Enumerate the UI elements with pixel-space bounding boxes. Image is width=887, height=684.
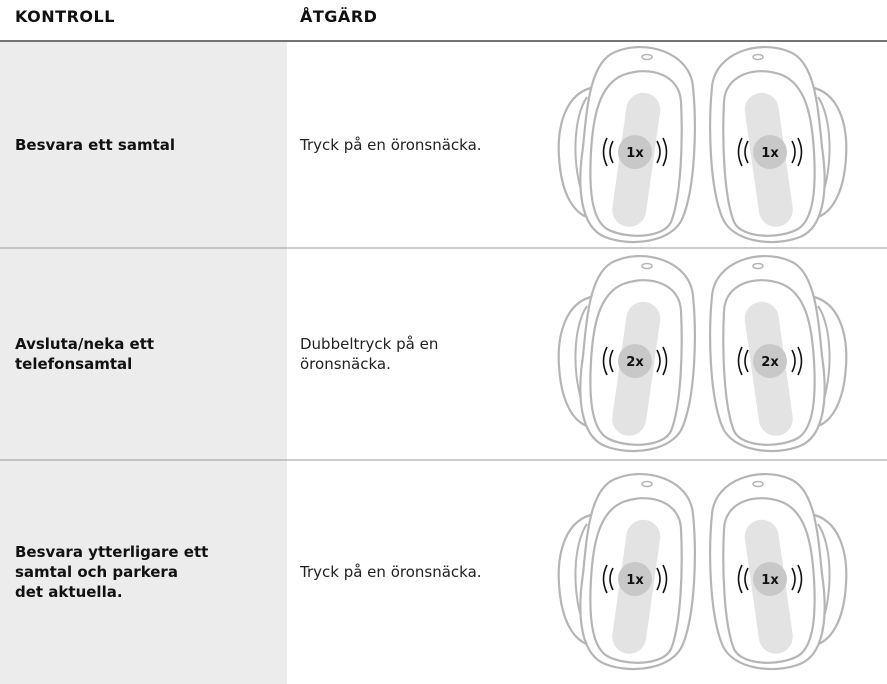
tap-waves: [737, 346, 803, 376]
earbud: [709, 45, 848, 244]
led: [752, 53, 764, 61]
control-text: Besvara ett samtal: [15, 136, 175, 154]
control-column-bg: [0, 42, 287, 684]
led: [752, 262, 764, 270]
tap-dot: [618, 562, 652, 596]
led: [641, 262, 653, 270]
earbud: [709, 254, 848, 453]
tap-count: 1x: [761, 573, 779, 588]
earbud: [557, 254, 696, 453]
tap-waves: [602, 137, 668, 167]
led: [641, 53, 653, 61]
control-text: Besvara ytterligare ett: [15, 543, 208, 561]
action-text: Dubbeltryck på en: [300, 335, 438, 353]
earbud: [557, 45, 696, 244]
earbud: [557, 472, 696, 671]
action-text: Tryck på en öronsnäcka.: [299, 136, 482, 154]
tap-dot: [618, 135, 652, 169]
tap-dot: [753, 135, 787, 169]
led: [641, 480, 653, 488]
tap-dot: [618, 344, 652, 378]
tap-count: 1x: [761, 146, 779, 161]
control-text: telefonsamtal: [15, 355, 132, 373]
earbud: [709, 472, 848, 671]
tap-waves: [602, 346, 668, 376]
tap-waves: [602, 564, 668, 594]
tap-dot: [753, 562, 787, 596]
action-text: Tryck på en öronsnäcka.: [299, 563, 482, 581]
control-text: samtal och parkera: [15, 563, 178, 581]
control-text: Avsluta/neka ett: [15, 335, 154, 353]
tap-dot: [753, 344, 787, 378]
tap-count: 2x: [761, 355, 779, 370]
header-control: KONTROLL: [15, 7, 115, 26]
tap-waves: [737, 137, 803, 167]
tap-count: 1x: [626, 146, 644, 161]
led: [752, 480, 764, 488]
tap-count: 1x: [626, 573, 644, 588]
header-action: ÅTGÄRD: [300, 7, 377, 26]
tap-waves: [737, 564, 803, 594]
action-text: öronsnäcka.: [300, 355, 391, 373]
control-text: det aktuella.: [15, 583, 123, 601]
tap-count: 2x: [626, 355, 644, 370]
